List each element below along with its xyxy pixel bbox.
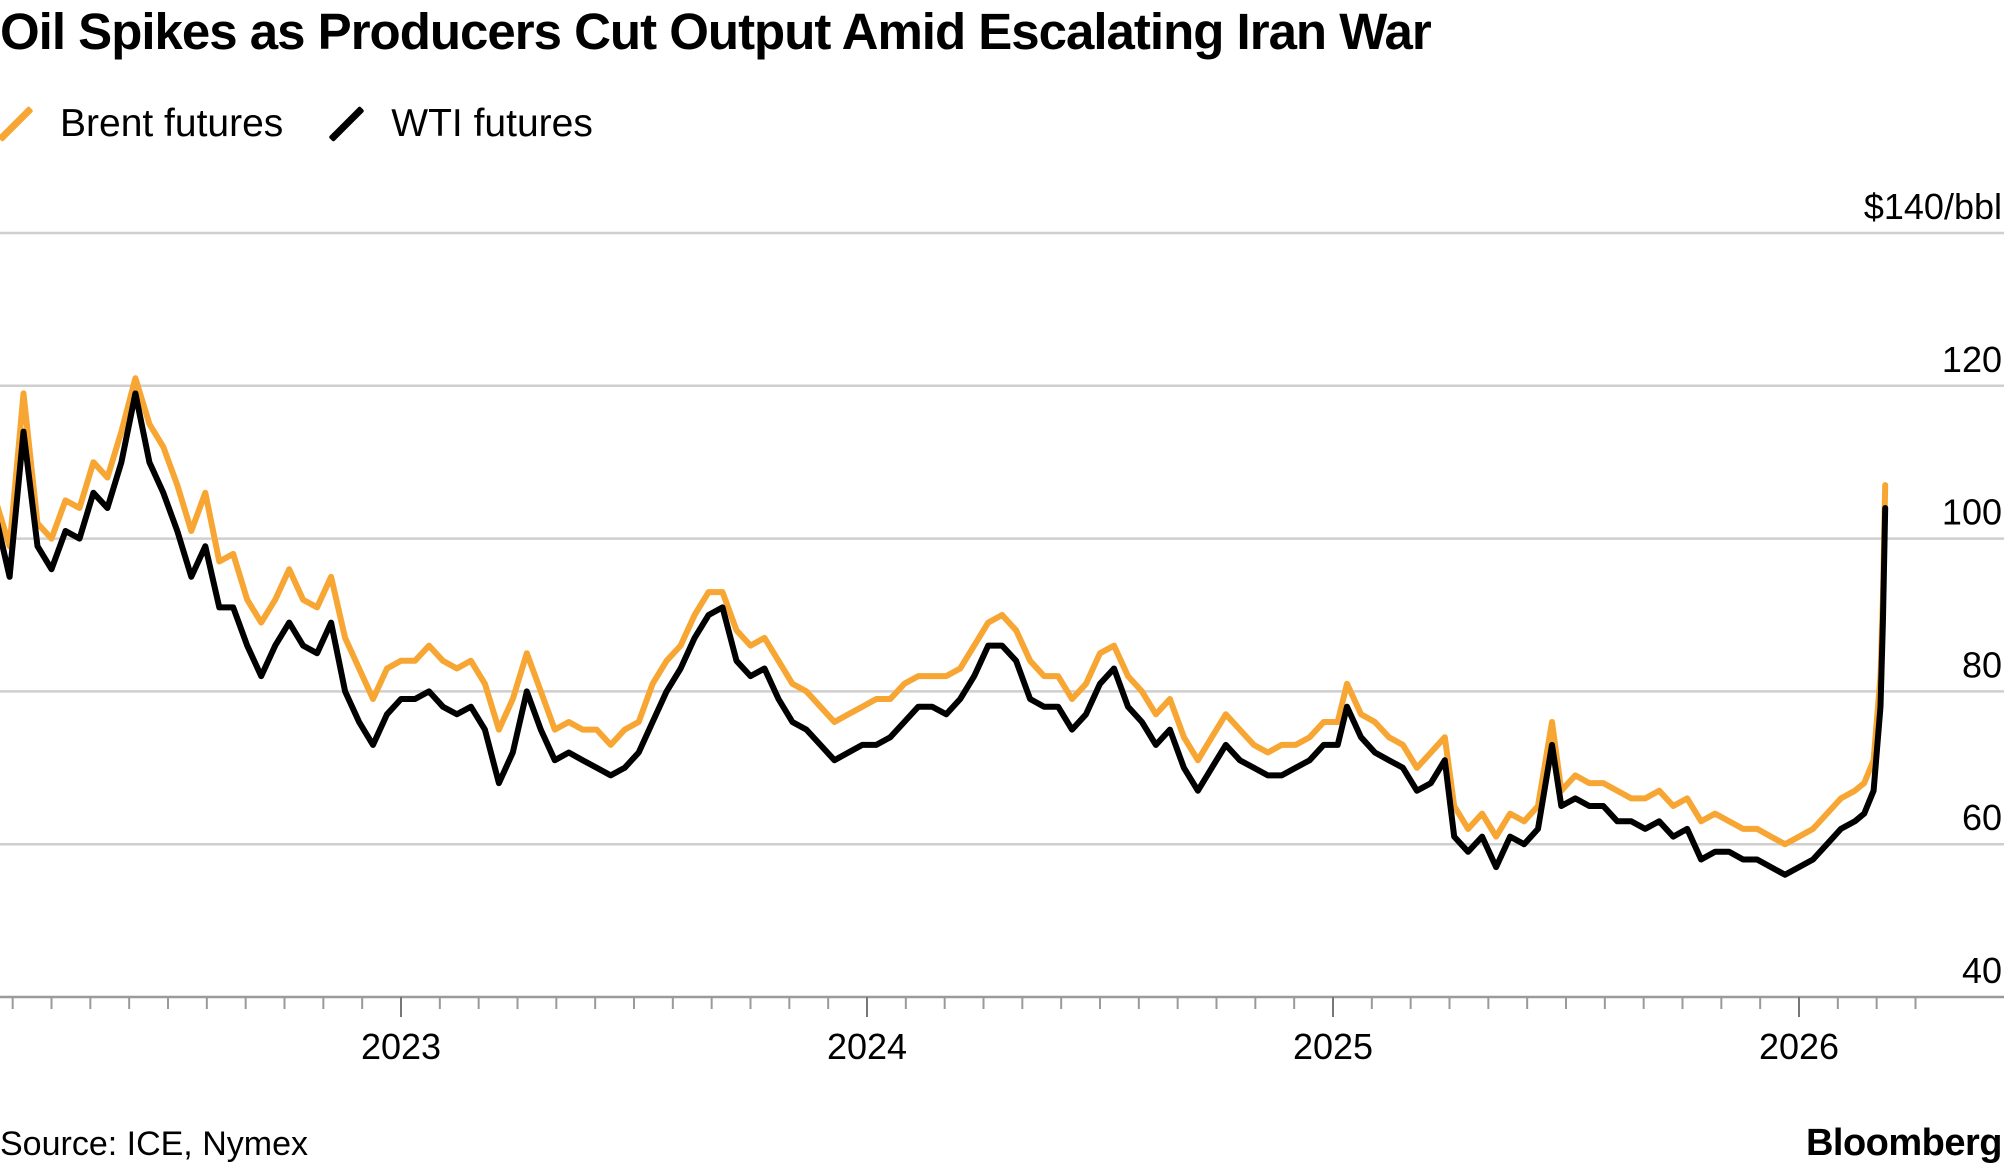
y-tick-label-40: 40 [1962,950,2002,991]
chart-title: Oil Spikes as Producers Cut Output Amid … [0,3,1432,60]
y-tick-label-60: 60 [1962,797,2002,838]
gridlines [0,231,2004,999]
x-tick-label-2024: 2024 [827,1026,907,1067]
legend-label-brent: Brent futures [60,102,284,145]
bloomberg-logo: Bloomberg [1805,1122,2003,1164]
y-tick-label-140: $140/bbl [1864,186,2002,227]
x-axis: 2023 2024 2025 2026 [11,997,1917,1067]
x-tick-label-2025: 2025 [1293,1026,1373,1067]
legend-label-wti: WTI futures [391,102,593,145]
series-line-wti [0,390,1889,878]
x-tick-label-2023: 2023 [361,1026,441,1067]
x-tick-label-2026: 2026 [1759,1026,1839,1067]
legend: Brent futures WTI futures [0,98,641,150]
y-tick-label-80: 80 [1962,644,2002,685]
series-lines [0,375,1889,878]
source-note: Source: ICE, Nymex [0,1125,308,1163]
y-axis-labels: $140/bbl 120 100 80 60 40 [1864,186,2002,991]
y-tick-label-120: 120 [1942,339,2002,380]
legend-item-brent: Brent futures [0,102,283,146]
series-line-brent [0,375,1889,848]
legend-item-wti: WTI futures [331,102,593,146]
y-tick-label-100: 100 [1942,492,2002,533]
